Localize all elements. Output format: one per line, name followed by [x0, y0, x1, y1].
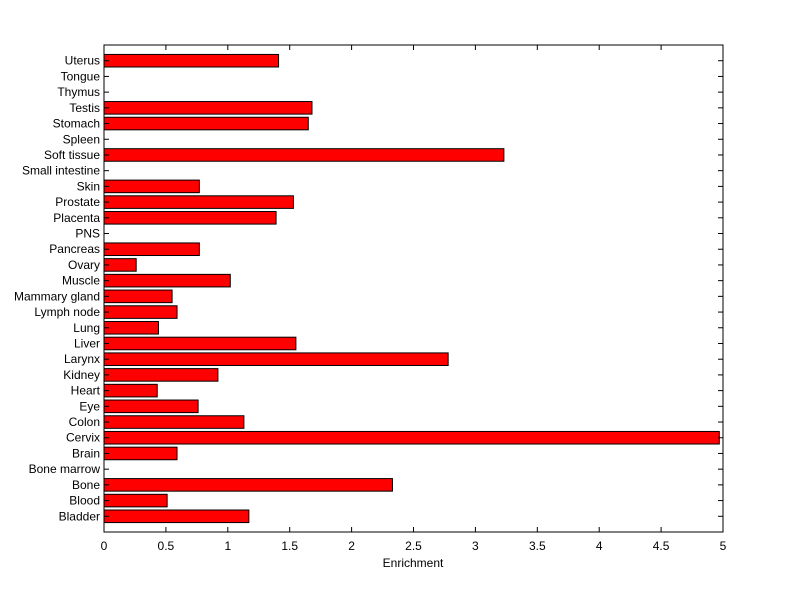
bar-brain — [103, 446, 178, 461]
category-label: Bone marrow — [29, 462, 101, 476]
bar-blood — [103, 493, 168, 508]
bar-bladder — [103, 509, 250, 524]
category-label: Muscle — [62, 274, 100, 288]
category-label: Placenta — [53, 211, 100, 225]
category-label: Eye — [79, 399, 100, 413]
plot-area-frame — [103, 44, 724, 533]
bar-heart — [103, 383, 158, 398]
category-label: Soft tissue — [44, 148, 100, 162]
category-label: Spleen — [63, 132, 100, 146]
category-label: Small intestine — [22, 164, 100, 178]
bar-soft-tissue — [103, 148, 505, 162]
x-tick-label: 1 — [224, 539, 231, 553]
bar-pancreas — [103, 242, 200, 257]
bar-eye — [103, 399, 199, 414]
x-tick-label: 5 — [720, 539, 727, 553]
category-label: Bone — [72, 478, 100, 492]
bar-cervix — [103, 430, 720, 445]
bar-lymph-node — [103, 305, 178, 319]
category-label: Cervix — [66, 431, 100, 445]
x-axis-title: Enrichment — [383, 556, 444, 570]
x-tick-label: 2.5 — [405, 539, 422, 553]
category-label: Heart — [71, 384, 101, 398]
category-label: Thymus — [57, 85, 100, 99]
bar-liver — [103, 336, 297, 351]
category-label: Skin — [77, 179, 100, 193]
bar-colon — [103, 415, 245, 429]
category-label: Larynx — [64, 352, 100, 366]
category-label: Stomach — [53, 117, 100, 131]
bar-skin — [103, 179, 200, 194]
category-label: Prostate — [55, 195, 100, 209]
category-label: Tongue — [61, 69, 101, 83]
x-tick-label: 1.5 — [281, 539, 298, 553]
category-label: Bladder — [59, 509, 100, 523]
bar-stomach — [103, 116, 309, 131]
bar-mammary-gland — [103, 289, 173, 304]
category-label: Colon — [69, 415, 100, 429]
bar-muscle — [103, 273, 231, 288]
category-label: Brain — [72, 446, 100, 460]
bar-bone — [103, 478, 393, 492]
x-tick-label: 0 — [101, 539, 108, 553]
x-tick-label: 4.5 — [653, 539, 670, 553]
category-label: Pancreas — [49, 242, 100, 256]
x-tick-label: 4 — [596, 539, 603, 553]
category-label: Blood — [69, 494, 100, 508]
bar-kidney — [103, 368, 219, 382]
bar-lung — [103, 320, 159, 335]
x-tick-label: 3.5 — [529, 539, 546, 553]
bar-testis — [103, 101, 313, 115]
category-label: PNS — [75, 227, 100, 241]
category-label: Lung — [73, 321, 100, 335]
category-label: Ovary — [68, 258, 100, 272]
category-label: Uterus — [65, 54, 100, 68]
bars-group — [103, 53, 720, 524]
x-tick-label: 3 — [472, 539, 479, 553]
x-tick-labels: 0 0.5 1 1.5 2 2.5 3 3.5 4 4.5 5 — [101, 539, 727, 553]
y-ticks — [104, 60, 723, 517]
category-label: Lymph node — [34, 305, 100, 319]
category-label: Mammary gland — [14, 289, 100, 303]
category-label: Testis — [69, 101, 100, 115]
x-tick-label: 0.5 — [158, 539, 175, 553]
x-tick-label: 2 — [348, 539, 355, 553]
bar-prostate — [103, 195, 294, 209]
bar-placenta — [103, 211, 277, 225]
bar-larynx — [103, 352, 449, 366]
category-label: Liver — [74, 336, 100, 350]
bar-uterus — [103, 53, 280, 68]
category-label: Kidney — [63, 368, 100, 382]
